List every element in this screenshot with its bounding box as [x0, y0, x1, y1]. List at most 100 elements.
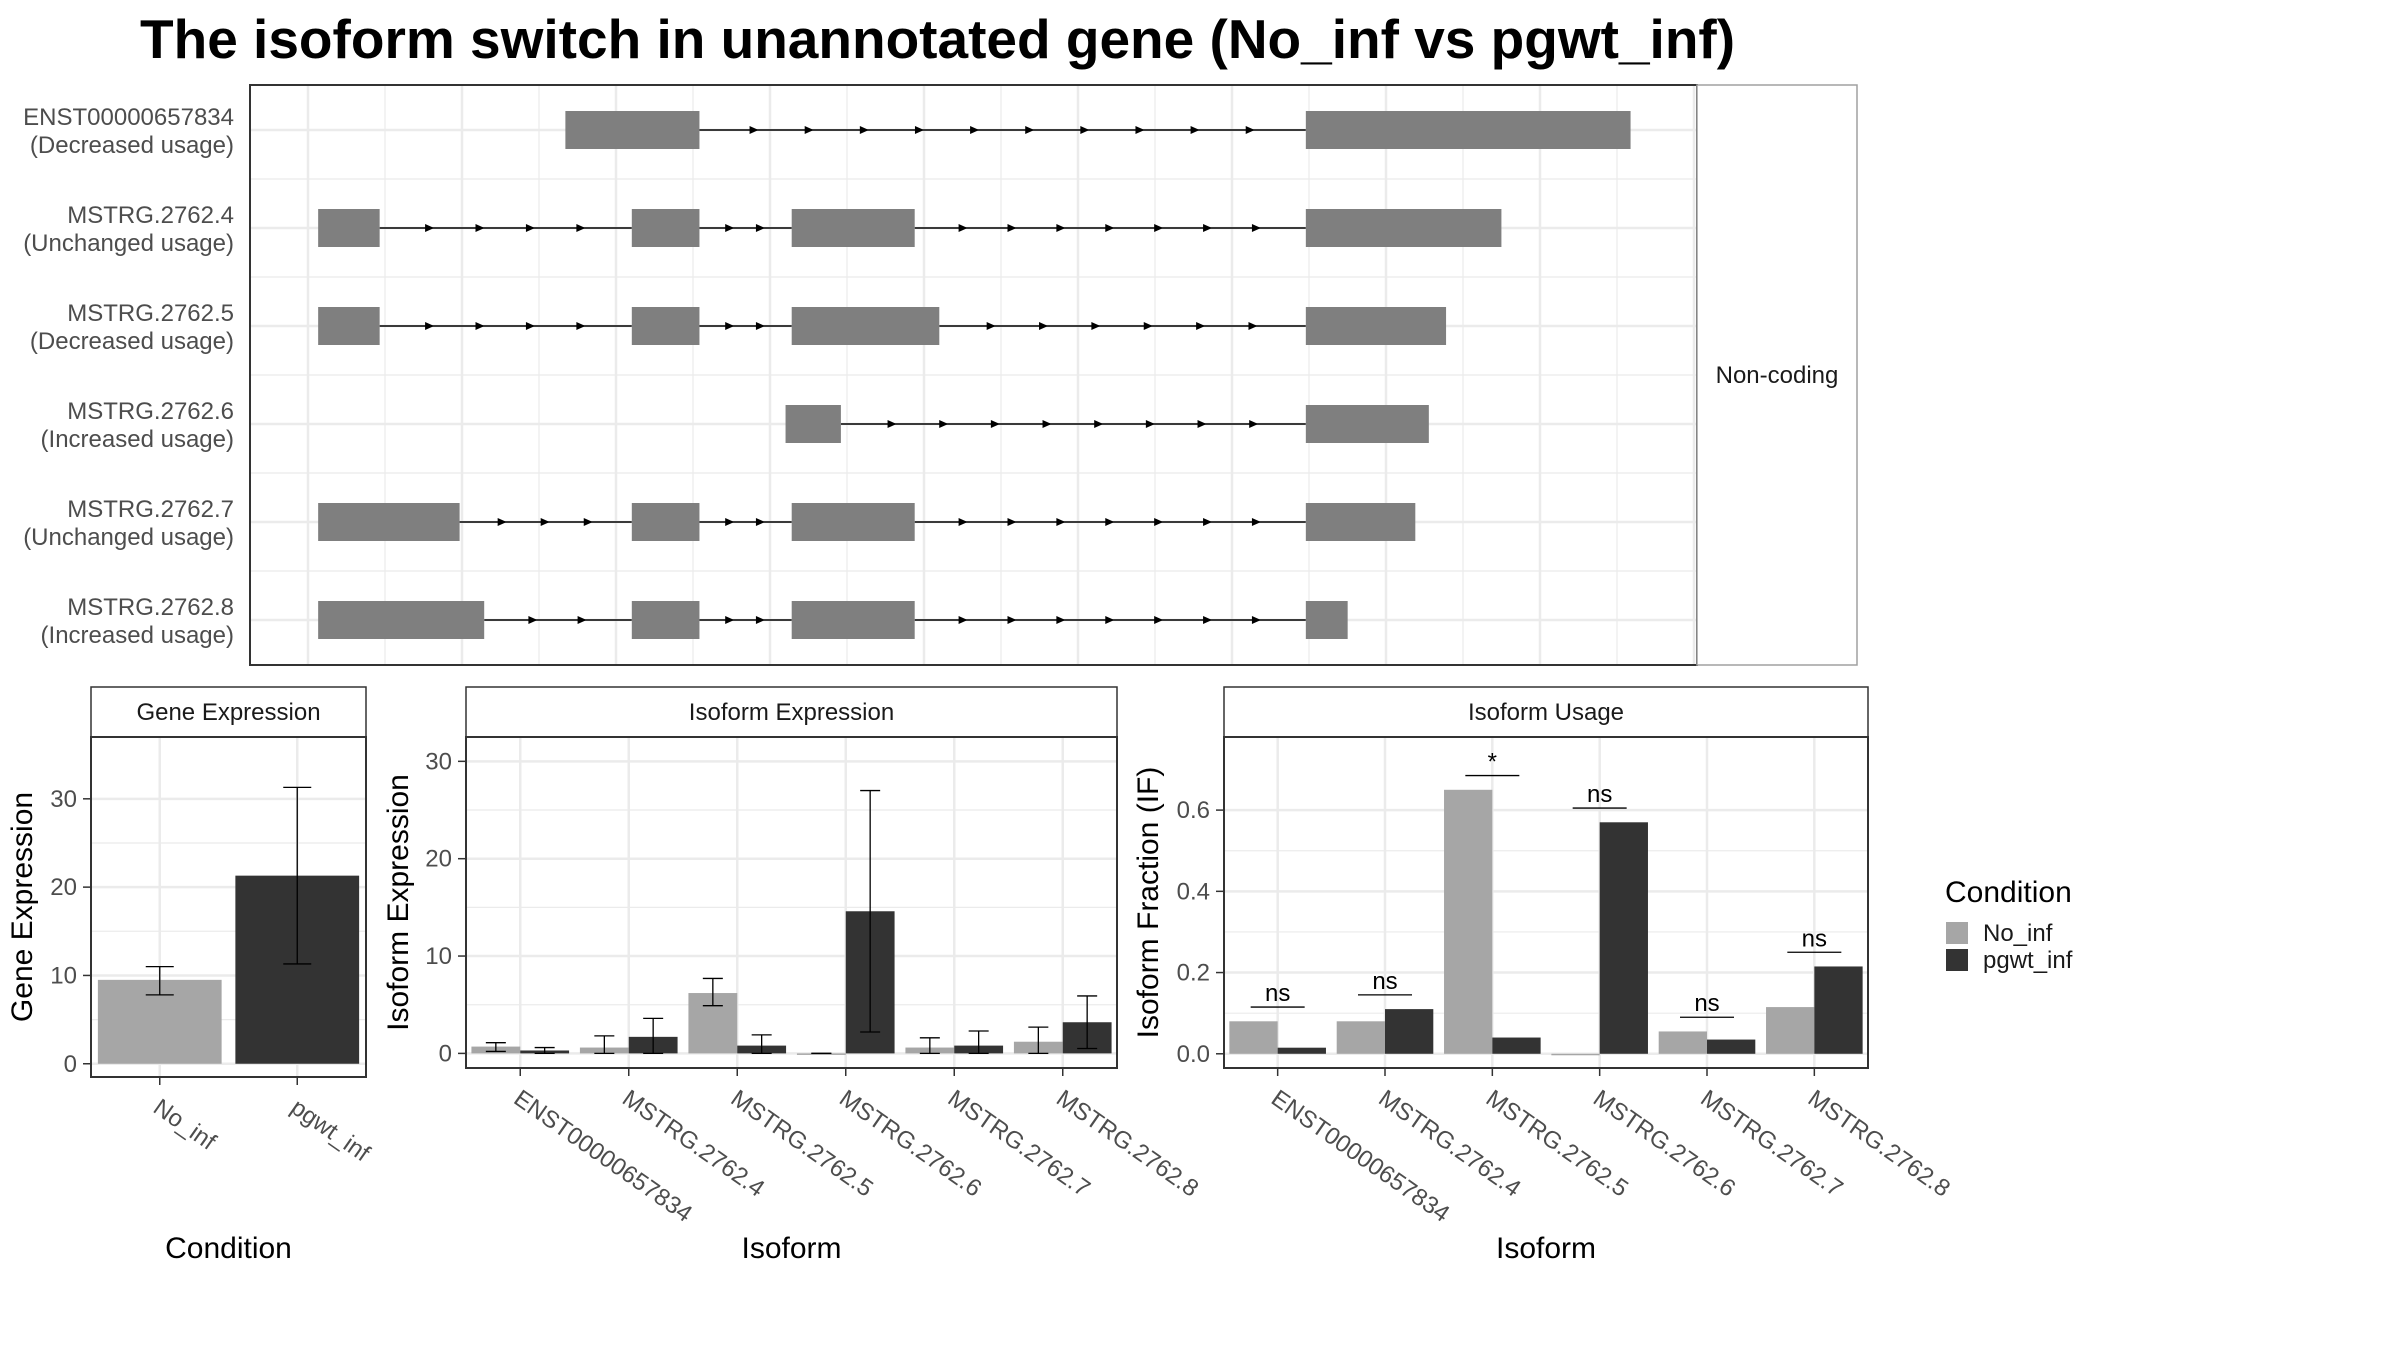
intron-arrow: [1203, 616, 1213, 624]
bar-No_inf: [1444, 789, 1493, 1054]
bar-No_inf: [1336, 1021, 1385, 1054]
y-tick-label: 20: [50, 874, 77, 901]
intron-arrow: [1025, 126, 1035, 134]
exon-block: [631, 503, 700, 541]
y-tick-label: 0.0: [1177, 1041, 1210, 1068]
intron-arrow: [1007, 518, 1017, 526]
intron-arrow: [1039, 322, 1049, 330]
bar-No_inf: [1766, 1007, 1815, 1054]
exon-block: [785, 405, 841, 443]
x-axis-title: Condition: [165, 1232, 292, 1265]
x-tick-label: ENST00000657834: [1266, 1085, 1454, 1228]
exon-block: [631, 601, 700, 639]
intron-arrow: [525, 322, 535, 330]
isoform-usage-label: (Increased usage): [41, 622, 234, 649]
panel-border: [1223, 736, 1869, 1069]
exon-block: [565, 111, 700, 149]
intron-arrow: [577, 616, 587, 624]
y-tick-label: 30: [50, 786, 77, 813]
plot-background: [466, 737, 1117, 1068]
intron-arrow: [725, 616, 735, 624]
gene-structure-panel: ENST00000657834 (Decreased usage) MSTRG.27…: [23, 84, 1858, 666]
exon-block: [318, 601, 485, 639]
intron-arrow: [1007, 616, 1017, 624]
exon-block: [1305, 209, 1502, 247]
intron-arrow: [497, 518, 507, 526]
exon-block: [631, 209, 700, 247]
intron-arrow: [887, 420, 897, 428]
intron-arrow: [958, 224, 968, 232]
intron-arrow: [1251, 616, 1261, 624]
intron-arrow: [475, 322, 485, 330]
panel-border: [90, 736, 367, 1078]
intron-arrow: [576, 224, 586, 232]
y-axis-title: Isoform Expression: [382, 774, 415, 1031]
y-tick-label: 0.4: [1177, 878, 1210, 905]
exon-block: [1305, 307, 1447, 345]
legend-label-No_inf: No_inf: [1983, 920, 2053, 947]
intron-arrow: [725, 224, 735, 232]
intron-arrow: [1105, 616, 1115, 624]
intron-arrow: [1197, 420, 1207, 428]
intron-arrow: [425, 224, 435, 232]
intron-arrow: [1190, 126, 1200, 134]
intron-arrow: [804, 126, 814, 134]
bar-pgwt_inf: [1599, 822, 1648, 1054]
panel-border: [465, 736, 1118, 1069]
x-axis-title: Isoform: [741, 1232, 841, 1265]
bar-No_inf: [1551, 1053, 1600, 1056]
exon-block: [318, 503, 460, 541]
intron-arrow: [1154, 224, 1164, 232]
y-axis-title: Isoform Fraction (IF): [1132, 767, 1165, 1039]
intron-arrow: [1056, 616, 1066, 624]
intron-arrow: [583, 518, 593, 526]
intron-arrow: [755, 224, 765, 232]
intron-arrow: [1091, 322, 1101, 330]
exon-block: [791, 209, 915, 247]
intron-arrow: [725, 322, 735, 330]
y-tick-label: 0.6: [1177, 797, 1210, 824]
y-axis-title: Gene Expression: [6, 792, 39, 1022]
significance-label: ns: [1265, 980, 1290, 1007]
gene-expression-panel: Gene Expression 0 10 20 30 No_inf pgwt_inf Cond…: [6, 686, 375, 1265]
isoform-usage-label: (Decreased usage): [30, 328, 234, 355]
isoform-usage-label: (Unchanged usage): [23, 524, 234, 551]
intron-arrow: [1249, 420, 1259, 428]
intron-arrow: [755, 616, 765, 624]
bar-No_inf: [796, 1053, 846, 1055]
y-tick-label: 20: [425, 846, 452, 873]
x-tick-label: No_inf: [148, 1094, 221, 1156]
y-tick-label: 0: [64, 1051, 77, 1078]
isoform-usage-label: (Unchanged usage): [23, 230, 234, 257]
exon-block: [318, 209, 380, 247]
intron-arrow: [1203, 518, 1213, 526]
intron-arrow: [1056, 518, 1066, 526]
intron-arrow: [1042, 420, 1052, 428]
panel-strip-title: Gene Expression: [136, 699, 320, 726]
exon-block: [631, 307, 700, 345]
x-tick-label: pgwt_inf: [286, 1094, 375, 1168]
intron-arrow: [1154, 518, 1164, 526]
isoform-name-label: ENST00000657834: [23, 104, 234, 131]
intron-arrow: [958, 616, 968, 624]
intron-arrow: [1056, 224, 1066, 232]
bar-pgwt_inf: [1385, 1009, 1434, 1054]
isoform-name-label: MSTRG.2762.6: [67, 398, 234, 425]
intron-arrow: [1154, 616, 1164, 624]
y-tick-label: 30: [425, 748, 452, 775]
intron-arrow: [1105, 224, 1115, 232]
exon-block: [1305, 503, 1416, 541]
intron-arrow: [525, 224, 535, 232]
bar-No_inf: [1658, 1031, 1707, 1054]
intron-arrow: [1007, 224, 1017, 232]
intron-arrow: [1251, 224, 1261, 232]
isoform-name-label: MSTRG.2762.8: [67, 594, 234, 621]
intron-arrow: [958, 518, 968, 526]
x-tick-label: ENST00000657834: [509, 1085, 697, 1228]
intron-arrow: [1145, 420, 1155, 428]
x-axis-title: Isoform: [1496, 1232, 1596, 1265]
bar-pgwt_inf: [1492, 1037, 1541, 1054]
intron-arrow: [1135, 126, 1145, 134]
